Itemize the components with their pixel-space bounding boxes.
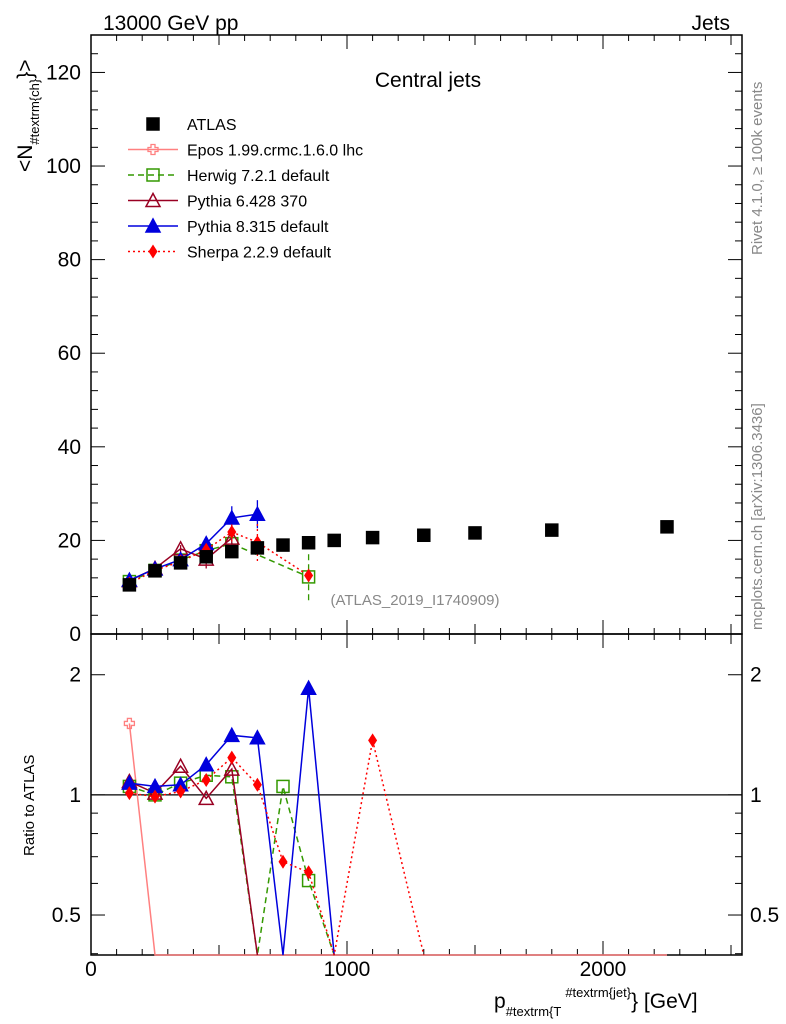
ratio-point xyxy=(223,760,241,776)
data-point xyxy=(223,509,241,525)
ratio-point xyxy=(278,854,288,869)
series-sherpa xyxy=(124,522,425,956)
atlas-data-point xyxy=(173,556,188,570)
legend: ATLAS Epos 1.99.crmc.1.6.0 lhc Herwig 7.2.… xyxy=(128,117,363,262)
ratio-point xyxy=(227,750,237,765)
ratio-tick-label: 2 xyxy=(69,664,81,687)
ratio-point xyxy=(197,756,215,772)
data-point xyxy=(249,505,266,521)
ratio-point xyxy=(176,784,186,799)
ratio-point xyxy=(172,757,189,773)
legend-label: Epos 1.99.crmc.1.6.0 lhc xyxy=(187,143,363,160)
ratio-point xyxy=(223,726,241,743)
ratio-point xyxy=(368,733,378,748)
atlas-data-point xyxy=(545,523,559,537)
y-axis-label-main: <N#textrm{ch}}> xyxy=(14,60,42,172)
atlas-data-point xyxy=(122,578,137,592)
header-left: 13000 GeV pp xyxy=(103,12,238,35)
ratio-tick-label: 0.5 xyxy=(750,904,779,927)
y-tick-label: 100 xyxy=(46,155,81,178)
legend-label: Sherpa 2.2.9 default xyxy=(187,245,332,262)
legend-label: ATLAS xyxy=(187,117,237,134)
legend-label: Herwig 7.2.1 default xyxy=(187,168,330,185)
y-tick-label: 60 xyxy=(58,342,81,365)
legend-item: Pythia 8.315 default xyxy=(128,217,329,236)
y-tick-label: 40 xyxy=(58,436,81,459)
legend-item: ATLAS xyxy=(146,117,237,134)
x-axis-label: p#textrm{T#textrm{jet}} [GeV] xyxy=(494,985,698,1019)
ratio-tick-label: 0.5 xyxy=(52,904,81,927)
ratio-point xyxy=(276,779,290,794)
legend-label: Pythia 6.428 370 xyxy=(187,194,307,211)
header-right: Jets xyxy=(691,12,730,35)
legend-marker xyxy=(148,244,158,259)
series-pythia xyxy=(121,529,259,956)
ratio-point xyxy=(150,789,160,804)
atlas-data-point xyxy=(199,550,213,564)
atlas-data-point xyxy=(327,533,341,548)
ratio-point xyxy=(304,865,314,880)
atlas-data-point xyxy=(417,528,431,543)
x-tick-label: 2000 xyxy=(580,958,627,981)
legend-marker xyxy=(146,168,160,182)
chart-title: Central jets xyxy=(375,69,481,92)
series-epos xyxy=(123,717,667,956)
ratio-line xyxy=(129,774,335,956)
atlas-data-point xyxy=(660,520,674,534)
atlas-data-point xyxy=(468,526,482,540)
y-tick-label: 80 xyxy=(58,249,81,272)
x-tick-label: 0 xyxy=(85,958,97,981)
ratio-tick-label: 1 xyxy=(69,784,81,807)
side-label-top: Rivet 4.1.0, ≥ 100k events xyxy=(749,82,766,255)
atlas-data-point xyxy=(276,538,290,552)
side-label-bottom: mcplots.cern.ch [arXiv:1306.3436] xyxy=(749,403,766,630)
legend-marker xyxy=(147,143,159,156)
atlas-data-point xyxy=(301,535,316,550)
data-point xyxy=(223,529,241,545)
ratio-tick-label: 1 xyxy=(750,784,762,807)
atlas-data-point xyxy=(148,564,162,578)
atlas-data-point xyxy=(225,544,239,559)
legend-item: Sherpa 2.2.9 default xyxy=(128,244,332,262)
ratio-point xyxy=(252,777,262,792)
data-point xyxy=(227,524,237,539)
legend-item: Epos 1.99.crmc.1.6.0 lhc xyxy=(128,143,363,160)
legend-item: Pythia 6.428 370 xyxy=(128,191,307,211)
analysis-label: (ATLAS_2019_I1740909) xyxy=(330,592,499,609)
ratio-point xyxy=(300,679,317,696)
ratio-line xyxy=(128,723,667,956)
legend-marker xyxy=(144,217,162,233)
y-tick-label: 0 xyxy=(69,623,81,646)
legend-item: Herwig 7.2.1 default xyxy=(128,168,330,185)
legend-label: Pythia 8.315 default xyxy=(187,219,329,236)
legend-marker xyxy=(146,117,160,131)
ratio-point xyxy=(123,717,136,730)
ratio-point xyxy=(249,729,266,745)
ratio-point xyxy=(197,789,215,806)
ratio-tick-label: 2 xyxy=(750,664,762,687)
data-point xyxy=(304,568,314,583)
y-tick-label: 20 xyxy=(58,529,81,552)
ratio-point xyxy=(201,772,211,787)
atlas-data-point xyxy=(250,541,265,555)
y-axis-label-ratio: Ratio to ATLAS xyxy=(21,755,38,856)
x-tick-label: 1000 xyxy=(324,958,371,981)
legend-marker xyxy=(144,191,162,208)
atlas-data-point xyxy=(365,530,380,545)
y-tick-label: 120 xyxy=(46,61,81,84)
ratio-point xyxy=(124,786,134,801)
